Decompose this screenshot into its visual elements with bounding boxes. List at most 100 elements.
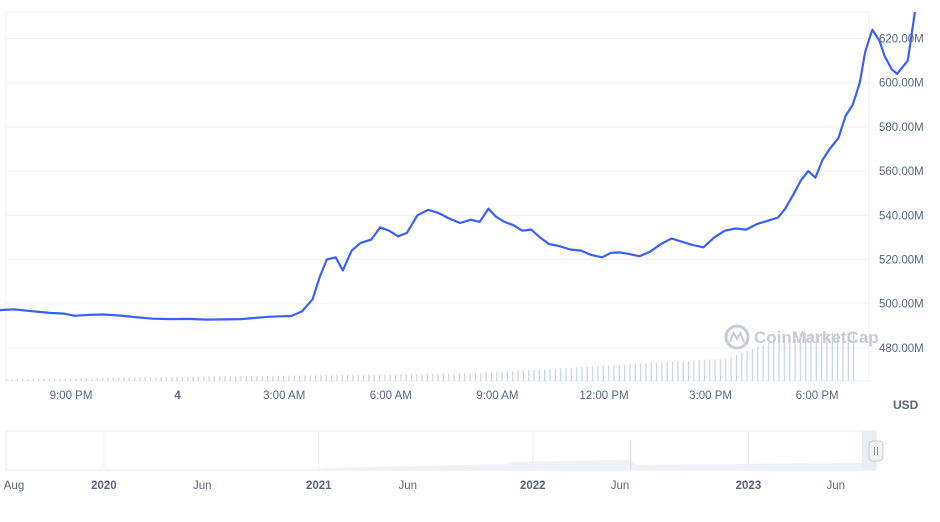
volume-bar	[746, 350, 748, 381]
volume-bar	[128, 377, 130, 381]
volume-bar	[549, 368, 551, 381]
volume-bar	[378, 374, 381, 381]
volume-bar	[283, 375, 285, 381]
volume-bar	[501, 371, 503, 381]
volume-bar	[826, 333, 828, 381]
volume-bar	[277, 375, 279, 381]
volume-bar	[469, 373, 471, 381]
volume-bar	[176, 376, 178, 381]
volume-bar	[698, 360, 700, 381]
volume-bar	[309, 375, 311, 381]
volume-bar	[330, 375, 333, 381]
navigator-tick-label: 2023	[736, 480, 762, 492]
volume-bar	[314, 375, 317, 381]
volume-bar	[229, 376, 232, 381]
x-tick-label: 3:00 PM	[689, 390, 732, 402]
volume-bar	[448, 373, 450, 381]
volume-bar	[139, 377, 141, 381]
x-tick-label: 9:00 AM	[476, 390, 518, 402]
volume-bar	[261, 375, 263, 381]
volume-bar	[480, 373, 482, 381]
volume-bar	[703, 359, 706, 381]
volume-bar	[528, 370, 530, 381]
volume-bar	[405, 374, 407, 381]
volume-bar	[437, 373, 439, 381]
volume-bar	[730, 356, 732, 381]
navigator-tick-label: 2020	[91, 480, 117, 492]
volume-bar	[805, 333, 807, 381]
navigator[interactable]	[5, 430, 877, 471]
volume-bar	[799, 333, 802, 381]
volume-bar	[682, 361, 684, 381]
volume-bar	[570, 367, 572, 381]
volume-bar	[165, 377, 168, 381]
volume-bar	[517, 370, 519, 381]
coinmarketcap-logo-wave-icon	[729, 330, 745, 343]
volume-bar	[48, 378, 50, 381]
volume-bar	[421, 374, 423, 381]
volume-bar	[53, 378, 56, 381]
volume-bar	[458, 373, 461, 381]
volume-bar	[426, 374, 429, 381]
navigator-tick-label: Jun	[398, 480, 417, 492]
volume-bar	[187, 376, 189, 381]
volume-bar	[357, 374, 359, 381]
volume-bar	[735, 354, 738, 381]
x-tick-label: 4	[174, 390, 181, 402]
navigator-handle[interactable]	[868, 440, 884, 462]
volume-bar	[533, 369, 535, 381]
volume-bar	[160, 377, 162, 381]
volume-bar	[581, 367, 583, 381]
y-tick-label: 480.00M	[879, 343, 924, 355]
volume-bar	[693, 360, 695, 381]
volume-bar	[203, 376, 205, 381]
volume-bar	[453, 373, 455, 381]
volume-bar	[293, 375, 295, 381]
navigator-axis: Aug 2020 Jun 2021 Jun 2022 Jun 2023 Jun	[4, 431, 845, 492]
volume-bar	[794, 333, 796, 381]
volume-bar	[485, 372, 487, 381]
volume-bar	[538, 369, 541, 381]
volume-bar	[560, 368, 562, 381]
volume-bar	[773, 341, 775, 381]
volume-bar	[709, 359, 711, 381]
volume-bar	[389, 374, 391, 381]
volume-bar	[43, 378, 45, 381]
volume-bar	[810, 333, 812, 381]
volume-bar	[144, 377, 146, 381]
volume-bar	[59, 378, 61, 381]
y-tick-label: 500.00M	[879, 299, 924, 311]
volume-bar	[714, 359, 716, 381]
volume-bar	[224, 376, 226, 381]
volume-bar	[767, 343, 770, 381]
volume-bar	[474, 373, 477, 381]
volume-bar	[687, 360, 690, 381]
volume-bar	[267, 375, 269, 381]
volume-bar	[272, 375, 274, 381]
volume-bar	[565, 367, 567, 381]
volume-bar	[6, 379, 8, 381]
volume-bar	[11, 378, 13, 381]
volume-bar	[112, 377, 114, 381]
volume-bar	[304, 375, 306, 381]
volume-bar	[762, 345, 764, 381]
watermark-text: CoinMarketCap	[754, 328, 879, 347]
volume-bar	[171, 377, 173, 381]
volume-bar	[368, 374, 370, 381]
y-tick-label: 540.00M	[879, 210, 924, 222]
navigator-tick-label: Jun	[611, 480, 630, 492]
volume-bar	[618, 364, 620, 381]
volume-bar	[32, 378, 34, 381]
volume-bar	[346, 374, 349, 381]
y-tick-label: 620.00M	[879, 34, 924, 46]
volume-bar	[655, 362, 658, 381]
navigator-tick-label: Jun	[193, 480, 212, 492]
volume-bar	[400, 374, 402, 381]
volume-bar	[751, 349, 754, 381]
volume-bar	[219, 376, 221, 381]
y-axis: 480.00M 500.00M 520.00M 540.00M 560.00M 580.0…	[879, 34, 924, 355]
volume-bar	[629, 364, 631, 381]
volume-bar	[85, 378, 88, 381]
volume-bar	[107, 377, 109, 381]
